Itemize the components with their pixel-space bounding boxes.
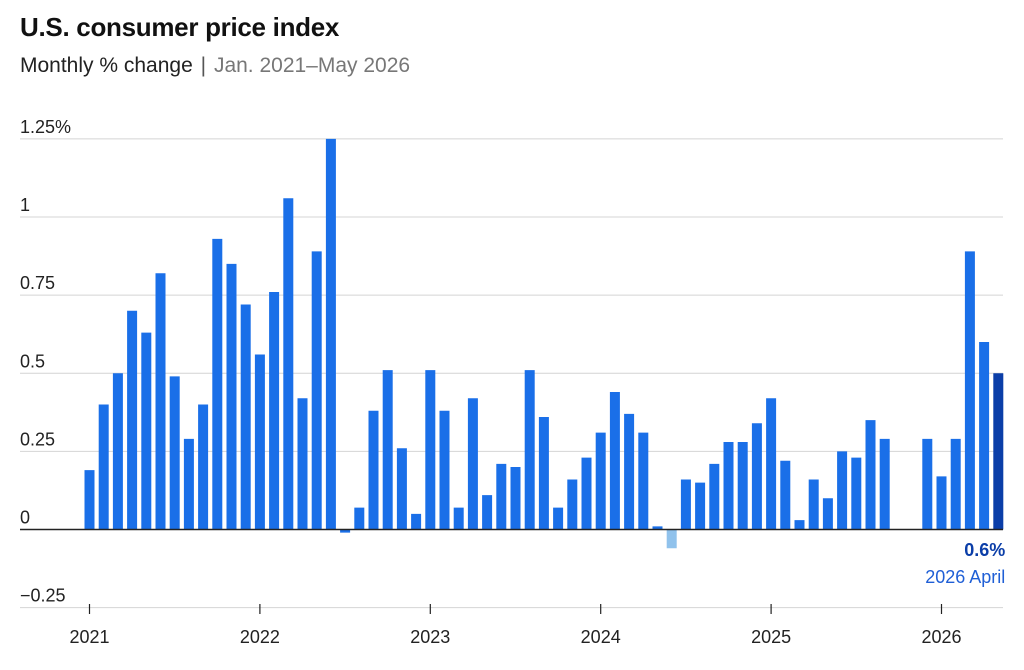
bar-2024-10 (723, 442, 734, 530)
chart-title: U.S. consumer price index (20, 12, 340, 42)
bar-2021-05 (141, 332, 152, 530)
x-axis-ticks: 2021 2022 2023 2024 2025 2026 (69, 604, 962, 647)
bar-2021-01 (84, 470, 95, 530)
y-tick-label: 1.25% (20, 117, 71, 137)
bar-2022-12 (411, 513, 422, 530)
bar-2023-05 (482, 495, 493, 530)
bar-2026-02 (950, 438, 961, 530)
bar-2024-02 (609, 392, 620, 530)
bar-2025-09 (879, 438, 890, 530)
y-axis-ticks: −0.25 0 0.25 0.5 0.75 1 1.25% (20, 117, 71, 606)
bar-2021-10 (212, 238, 223, 530)
bar-2021-08 (183, 438, 194, 530)
bar-2022-06 (325, 138, 336, 530)
latest-value-annotation: 0.6% 2026 April (925, 540, 1005, 587)
gridlines (20, 138, 1003, 609)
bar-2022-11 (396, 448, 407, 530)
bar-2021-02 (98, 404, 109, 530)
bar-2025-05 (822, 498, 833, 530)
bar-2023-12 (581, 457, 592, 530)
bar-2023-03 (453, 507, 464, 530)
bar-2023-01 (425, 370, 436, 530)
bar-2023-11 (567, 479, 578, 530)
bar-2021-12 (240, 304, 251, 530)
bar-2023-09 (538, 417, 549, 530)
bar-2024-08 (695, 482, 706, 530)
bar-2024-04 (638, 432, 649, 530)
bar-2021-07 (169, 376, 180, 530)
x-tick-label: 2026 (921, 627, 961, 647)
bar-2025-06 (837, 451, 848, 530)
bar-2024-05 (652, 526, 663, 530)
bar-2024-12 (751, 423, 762, 530)
bar-2025-01 (766, 398, 777, 530)
subtitle-main: Monthly % change (20, 54, 193, 77)
bar-2024-01 (595, 432, 606, 530)
bar-2021-09 (198, 404, 209, 530)
bar-2023-08 (524, 370, 535, 530)
bar-2024-09 (709, 463, 720, 530)
bar-2026-03 (964, 251, 975, 530)
bar-2023-02 (439, 410, 450, 530)
y-tick-label: −0.25 (20, 586, 66, 606)
bar-2025-07 (851, 457, 862, 530)
bar-2025-12 (922, 438, 933, 530)
x-tick-label: 2024 (581, 627, 621, 647)
bar-2024-07 (680, 479, 691, 530)
subtitle-separator: | (200, 54, 207, 77)
annotation-date: 2026 April (925, 567, 1005, 587)
y-tick-label: 0 (20, 508, 30, 528)
x-tick-label: 2023 (410, 627, 450, 647)
bar-2024-11 (737, 442, 748, 530)
bar-2022-08 (354, 507, 365, 530)
bar-2022-05 (311, 251, 322, 530)
bar-2023-04 (467, 398, 478, 530)
bar-2021-11 (226, 263, 237, 530)
x-tick-label: 2025 (751, 627, 791, 647)
bar-2022-09 (368, 410, 379, 530)
bar-2023-07 (510, 467, 521, 530)
chart-subtitle: Monthly % change | Jan. 2021–May 2026 (20, 54, 410, 78)
bar-2023-06 (496, 463, 507, 530)
annotation-value: 0.6% (964, 540, 1005, 560)
bar-2022-10 (382, 370, 393, 530)
y-tick-label: 1 (20, 195, 30, 215)
bar-2025-02 (780, 460, 791, 530)
subtitle-date-range: Jan. 2021–May 2026 (213, 54, 411, 77)
x-tick-label: 2021 (69, 627, 109, 647)
bar-2021-06 (155, 273, 166, 530)
y-tick-label: 0.5 (20, 351, 45, 371)
bar-2024-03 (624, 413, 635, 530)
y-tick-label: 0.75 (20, 273, 55, 293)
bar-2022-02 (269, 292, 280, 530)
bar-2022-03 (283, 198, 294, 530)
bar-2021-04 (127, 310, 138, 530)
bar-2024-06 (666, 529, 677, 549)
bar-2022-07 (340, 529, 351, 533)
bar-2022-04 (297, 398, 308, 530)
y-tick-label: 0.25 (20, 429, 55, 449)
bar-2022-01 (254, 354, 265, 530)
bar-2025-08 (865, 420, 876, 530)
bar-2026-04 (979, 342, 990, 530)
bar-2026-05 (993, 373, 1004, 530)
bar-2026-01 (936, 476, 947, 530)
bar-2021-03 (112, 373, 123, 530)
bar-2025-04 (808, 479, 819, 530)
x-tick-label: 2022 (240, 627, 280, 647)
bar-2023-10 (553, 507, 564, 530)
bars (84, 138, 1004, 549)
bar-2025-03 (794, 520, 805, 530)
